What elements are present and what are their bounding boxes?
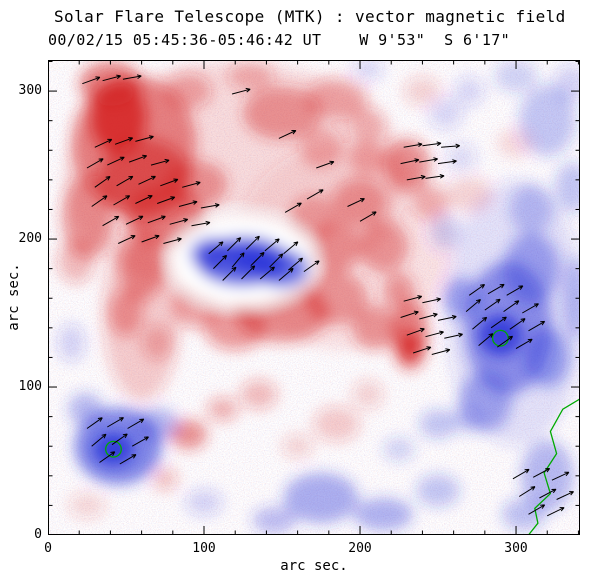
magnetogram-canvas [48,60,580,535]
x-axis-label: arc sec. [280,558,348,574]
magnetic-field-blobs [57,60,580,534]
x-tick-label: 200 [348,541,372,556]
plot-area [48,60,580,535]
y-axis-label: arc sec. [6,263,22,331]
green-contours [105,329,580,535]
axis-ticks [48,60,580,535]
figure-subtitle: 00/02/15 05:45:36-05:46:42 UT W 9'53" S … [48,31,511,49]
y-tick-label: 200 [18,231,42,247]
figure-title: Solar Flare Telescope (MTK) : vector mag… [54,7,566,26]
vector-arrows [82,74,574,517]
plot-frame [48,60,580,535]
y-tick-label: 0 [34,527,42,542]
x-tick-label: 300 [504,541,528,556]
x-tick-label: 100 [192,541,216,556]
y-tick-label: 100 [18,379,42,395]
x-tick-label: 0 [44,541,52,556]
y-tick-label: 300 [18,83,42,99]
